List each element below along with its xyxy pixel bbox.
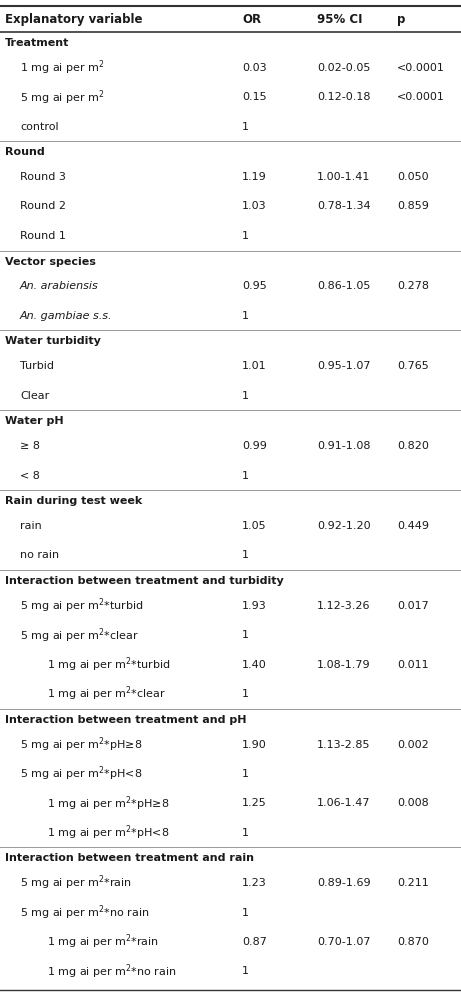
Text: Clear: Clear — [20, 390, 49, 400]
Text: 0.278: 0.278 — [397, 281, 429, 292]
Text: 1.23: 1.23 — [242, 878, 267, 888]
Text: 0.765: 0.765 — [397, 362, 429, 372]
Text: 5 mg ai per m$^2$*pH≥8: 5 mg ai per m$^2$*pH≥8 — [20, 735, 142, 754]
Text: control: control — [20, 122, 59, 131]
Text: Water turbidity: Water turbidity — [5, 337, 101, 347]
Text: 0.95-1.07: 0.95-1.07 — [317, 362, 371, 372]
Text: 1: 1 — [242, 769, 249, 779]
Text: 5 mg ai per m$^2$*no rain: 5 mg ai per m$^2$*no rain — [20, 903, 149, 922]
Text: 1 mg ai per m$^2$*pH≥8: 1 mg ai per m$^2$*pH≥8 — [47, 794, 169, 813]
Text: 1.12-3.26: 1.12-3.26 — [317, 601, 371, 611]
Text: 1: 1 — [242, 311, 249, 321]
Text: 1: 1 — [242, 551, 249, 561]
Text: 0.95: 0.95 — [242, 281, 267, 292]
Text: 0.78-1.34: 0.78-1.34 — [317, 201, 371, 211]
Text: 0.859: 0.859 — [397, 201, 429, 211]
Text: 1.19: 1.19 — [242, 172, 267, 182]
Text: 0.89-1.69: 0.89-1.69 — [317, 878, 371, 888]
Text: rain: rain — [20, 521, 42, 531]
Text: 5 mg ai per m$^2$*pH<8: 5 mg ai per m$^2$*pH<8 — [20, 765, 142, 783]
Text: Round 3: Round 3 — [20, 172, 66, 182]
Text: 0.99: 0.99 — [242, 441, 267, 451]
Text: 0.12-0.18: 0.12-0.18 — [317, 93, 371, 103]
Text: 0.86-1.05: 0.86-1.05 — [317, 281, 370, 292]
Text: 1.03: 1.03 — [242, 201, 266, 211]
Text: 95% CI: 95% CI — [317, 13, 362, 26]
Text: Round 2: Round 2 — [20, 201, 66, 211]
Text: 1.90: 1.90 — [242, 740, 267, 750]
Text: 0.02-0.05: 0.02-0.05 — [317, 63, 370, 73]
Text: 1.08-1.79: 1.08-1.79 — [317, 659, 371, 669]
Text: 0.92-1.20: 0.92-1.20 — [317, 521, 371, 531]
Text: 0.008: 0.008 — [397, 799, 429, 809]
Text: 0.03: 0.03 — [242, 63, 266, 73]
Text: 0.017: 0.017 — [397, 601, 429, 611]
Text: 1: 1 — [242, 630, 249, 640]
Text: Interaction between treatment and turbidity: Interaction between treatment and turbid… — [5, 576, 284, 586]
Text: 0.449: 0.449 — [397, 521, 429, 531]
Text: 5 mg ai per m$^2$*rain: 5 mg ai per m$^2$*rain — [20, 873, 132, 892]
Text: Vector species: Vector species — [5, 257, 96, 267]
Text: 0.70-1.07: 0.70-1.07 — [317, 937, 371, 947]
Text: 0.87: 0.87 — [242, 937, 267, 947]
Text: no rain: no rain — [20, 551, 59, 561]
Text: Water pH: Water pH — [5, 416, 64, 426]
Text: OR: OR — [242, 13, 261, 26]
Text: 0.820: 0.820 — [397, 441, 429, 451]
Text: 1.06-1.47: 1.06-1.47 — [317, 799, 371, 809]
Text: An. gambiae s.s.: An. gambiae s.s. — [20, 311, 112, 321]
Text: 1: 1 — [242, 470, 249, 480]
Text: 5 mg ai per m$^2$: 5 mg ai per m$^2$ — [20, 88, 105, 107]
Text: 1 mg ai per m$^2$: 1 mg ai per m$^2$ — [20, 59, 105, 77]
Text: 1: 1 — [242, 390, 249, 400]
Text: 0.91-1.08: 0.91-1.08 — [317, 441, 371, 451]
Text: 1 mg ai per m$^2$*rain: 1 mg ai per m$^2$*rain — [47, 932, 159, 951]
Text: Interaction between treatment and pH: Interaction between treatment and pH — [5, 715, 247, 725]
Text: 0.050: 0.050 — [397, 172, 429, 182]
Text: Round: Round — [5, 147, 45, 157]
Text: <0.0001: <0.0001 — [397, 63, 445, 73]
Text: p: p — [397, 13, 405, 26]
Text: < 8: < 8 — [20, 470, 40, 480]
Text: An. arabiensis: An. arabiensis — [20, 281, 99, 292]
Text: <0.0001: <0.0001 — [397, 93, 445, 103]
Text: 1.25: 1.25 — [242, 799, 267, 809]
Text: 1.40: 1.40 — [242, 659, 267, 669]
Text: 0.211: 0.211 — [397, 878, 429, 888]
Text: 5 mg ai per m$^2$*clear: 5 mg ai per m$^2$*clear — [20, 626, 139, 644]
Text: Rain during test week: Rain during test week — [5, 496, 142, 506]
Text: 1.93: 1.93 — [242, 601, 267, 611]
Text: 5 mg ai per m$^2$*turbid: 5 mg ai per m$^2$*turbid — [20, 597, 143, 616]
Text: 1: 1 — [242, 966, 249, 976]
Text: 0.011: 0.011 — [397, 659, 429, 669]
Text: 1 mg ai per m$^2$*clear: 1 mg ai per m$^2$*clear — [47, 684, 166, 703]
Text: Explanatory variable: Explanatory variable — [5, 13, 142, 26]
Text: 1: 1 — [242, 907, 249, 917]
Text: 1: 1 — [242, 828, 249, 838]
Text: 1 mg ai per m$^2$*no rain: 1 mg ai per m$^2$*no rain — [47, 962, 176, 981]
Text: Treatment: Treatment — [5, 38, 69, 48]
Text: 0.002: 0.002 — [397, 740, 429, 750]
Text: 1: 1 — [242, 122, 249, 131]
Text: 0.870: 0.870 — [397, 937, 429, 947]
Text: 1.05: 1.05 — [242, 521, 266, 531]
Text: Interaction between treatment and rain: Interaction between treatment and rain — [5, 854, 254, 864]
Text: 1.00-1.41: 1.00-1.41 — [317, 172, 370, 182]
Text: 1 mg ai per m$^2$*pH<8: 1 mg ai per m$^2$*pH<8 — [47, 824, 169, 842]
Text: Turbid: Turbid — [20, 362, 54, 372]
Text: 1: 1 — [242, 689, 249, 699]
Text: ≥ 8: ≥ 8 — [20, 441, 40, 451]
Text: Round 1: Round 1 — [20, 231, 66, 241]
Text: 1: 1 — [242, 231, 249, 241]
Text: 1.01: 1.01 — [242, 362, 266, 372]
Text: 0.15: 0.15 — [242, 93, 266, 103]
Text: 1 mg ai per m$^2$*turbid: 1 mg ai per m$^2$*turbid — [47, 655, 171, 674]
Text: 1.13-2.85: 1.13-2.85 — [317, 740, 371, 750]
